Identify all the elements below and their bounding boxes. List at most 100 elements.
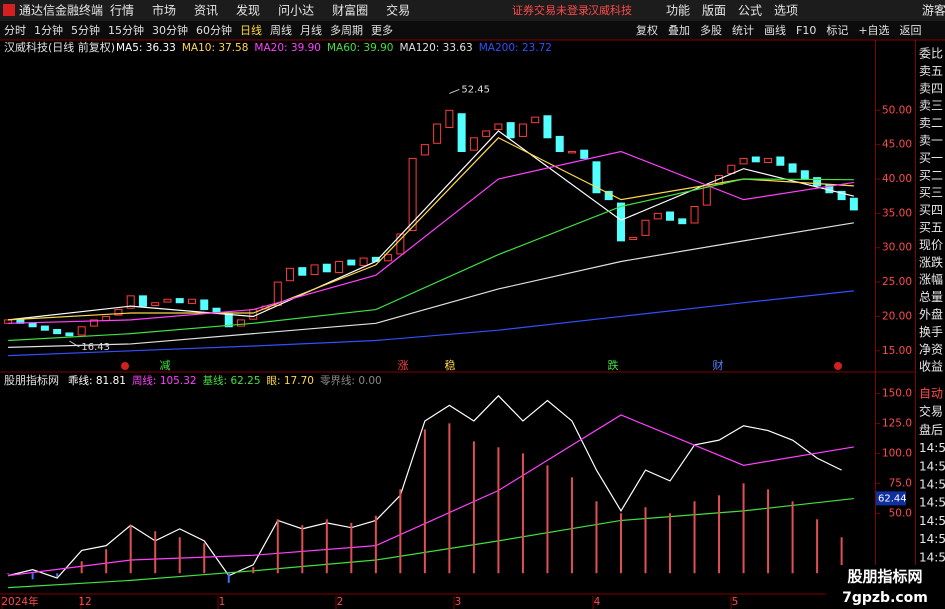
menu-item[interactable]: 行情 (110, 4, 134, 18)
candle (849, 197, 858, 211)
menu-item[interactable]: 选项 (774, 4, 798, 18)
candle (555, 135, 564, 153)
candle (531, 116, 540, 124)
y-tick-label: 50.00 (882, 104, 912, 116)
period-tab[interactable]: 30分钟 (152, 23, 188, 37)
side-label: 涨幅 (919, 272, 943, 287)
menu-item[interactable]: 交易 (386, 3, 410, 18)
event-icon[interactable] (834, 362, 842, 370)
menu-item[interactable]: 公式 (738, 4, 762, 18)
candle (616, 202, 625, 242)
period-tab[interactable]: 分时 (4, 24, 26, 37)
period-tab[interactable]: 15分钟 (108, 23, 144, 37)
side-label: 14:56 (919, 478, 945, 492)
indicator-line (8, 290, 854, 357)
date-label: 4 (594, 596, 601, 608)
candle (629, 236, 638, 240)
candle (89, 319, 98, 327)
candle (813, 177, 822, 187)
candle (237, 319, 246, 327)
side-label: 总量 (919, 290, 943, 304)
menu-item[interactable]: 版面 (702, 4, 726, 18)
legend-entry: 基线: 62.25 (203, 374, 261, 387)
side-label: 现价 (919, 238, 943, 252)
tool-button[interactable]: 叠加 (668, 24, 690, 37)
price-annotation: 16.43 (81, 342, 110, 353)
candle (151, 302, 160, 306)
legend-entry: MA120: 33.63 (400, 42, 473, 54)
y-tick-label: 50.0 (889, 507, 912, 519)
candle (359, 257, 368, 267)
event-marker[interactable]: 稳 (445, 358, 456, 372)
event-marker[interactable]: 跌 (608, 358, 619, 372)
side-label: 净资 (919, 342, 943, 356)
indicator-line (7, 394, 842, 579)
candle (764, 157, 773, 164)
candle (751, 156, 760, 163)
tool-button[interactable]: 多股 (700, 23, 722, 37)
tool-button[interactable]: 复权 (636, 23, 658, 37)
period-tab[interactable]: 多周期 (330, 23, 363, 37)
menu-item[interactable]: 游客 (922, 3, 945, 18)
period-tab[interactable]: 更多 (371, 23, 393, 37)
period-tab[interactable]: 周线 (270, 23, 292, 37)
period-tab[interactable]: 月线 (300, 23, 322, 37)
histogram-bar (472, 441, 475, 574)
histogram-bar (154, 531, 157, 574)
tool-button[interactable]: 返回 (900, 24, 922, 37)
app-title: 通达信金融终端 (19, 3, 103, 18)
tool-button[interactable]: 画线 (764, 23, 786, 37)
event-marker[interactable]: 涨 (398, 359, 409, 372)
side-label: 收益 (919, 360, 943, 374)
period-tab[interactable]: 1分钟 (34, 23, 63, 37)
candle (653, 212, 662, 220)
event-icon[interactable] (121, 362, 129, 370)
candle (347, 259, 356, 266)
y-tick-label: 125.0 (882, 417, 912, 429)
tool-button[interactable]: 标记 (826, 23, 848, 37)
menu-item[interactable]: 问小达 (278, 4, 314, 18)
menu-item[interactable]: 市场 (152, 3, 176, 18)
candle (114, 309, 123, 316)
current-value-box (876, 491, 906, 506)
y-tick-label: 40.00 (882, 173, 912, 185)
candle (384, 254, 393, 262)
side-label: 买一 (919, 151, 943, 165)
notice[interactable]: 证券交易未登录 (512, 3, 589, 17)
histogram-bar (423, 429, 426, 574)
menu-item[interactable]: 资讯 (194, 4, 218, 18)
legend-entry: MA10: 37.58 (182, 42, 249, 54)
period-tab[interactable]: 日线 (240, 23, 262, 37)
tool-button[interactable]: +自选 (858, 24, 889, 37)
period-tab[interactable]: 60分钟 (196, 23, 232, 37)
candle (739, 157, 748, 165)
menu-item[interactable]: 发现 (236, 3, 260, 18)
histogram-bar (105, 549, 108, 574)
legend-entry: 眼: 17.70 (267, 375, 314, 387)
candle (138, 295, 147, 307)
event-marker[interactable]: 减 (160, 359, 171, 372)
candle (543, 115, 552, 139)
tool-button[interactable]: F10 (796, 24, 816, 37)
period-tab[interactable]: 5分钟 (71, 23, 100, 37)
histogram-bar (31, 573, 34, 580)
menu-item[interactable]: 财富圈 (332, 3, 368, 18)
menu-item[interactable]: 功能 (666, 4, 690, 18)
candle (408, 157, 417, 232)
candle (506, 122, 515, 139)
candle (286, 267, 295, 282)
tool-button[interactable]: 统计 (732, 24, 754, 37)
event-marker[interactable]: 财 (713, 358, 724, 372)
histogram-bar (276, 519, 279, 574)
candle (433, 123, 442, 144)
histogram-bar (301, 525, 304, 574)
side-label: 卖三 (919, 99, 943, 113)
candle (457, 113, 466, 153)
side-label: 自动 (919, 387, 943, 401)
histogram-bar (448, 423, 451, 574)
candle (776, 156, 785, 166)
histogram-bar (399, 489, 402, 574)
legend-entry: 乖线: 81.81 (68, 374, 126, 387)
histogram-bar (227, 573, 230, 583)
histogram-bar (374, 515, 377, 574)
